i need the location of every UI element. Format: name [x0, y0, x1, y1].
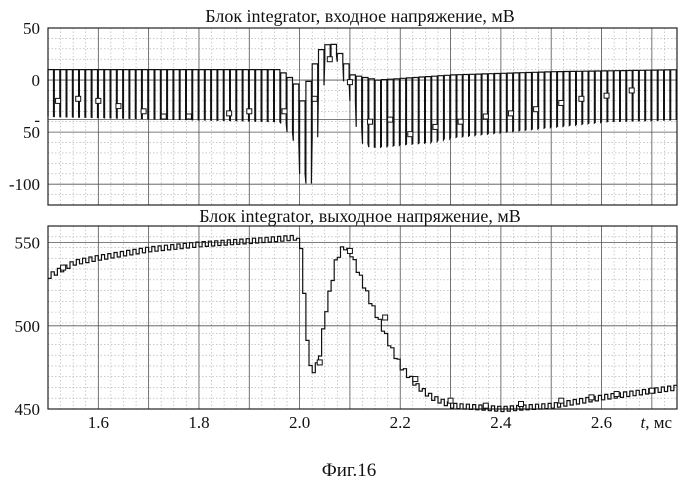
data-marker	[116, 104, 121, 109]
y-tick-label: 0	[32, 71, 41, 90]
y-tick-label: -100	[9, 175, 40, 194]
x-tick-label: 2.6	[591, 413, 612, 432]
data-marker	[282, 109, 287, 114]
x-tick-label: 2.0	[289, 413, 310, 432]
data-marker	[61, 265, 66, 270]
bottom-chart-title: Блок integrator, выходное напряжение, мВ	[199, 206, 521, 226]
top-chart-title: Блок integrator, входное напряжение, мВ	[205, 6, 515, 26]
data-marker	[559, 100, 564, 105]
data-marker	[508, 111, 513, 116]
x-tick-label: 1.6	[88, 413, 109, 432]
data-marker	[519, 402, 524, 407]
top-chart-panel: 500-50-100	[9, 19, 677, 205]
data-marker	[433, 124, 438, 129]
data-marker	[458, 119, 463, 124]
data-marker	[559, 398, 564, 403]
data-marker	[368, 119, 373, 124]
x-tick-label: 2.4	[490, 413, 512, 432]
data-marker	[227, 111, 232, 116]
data-marker	[141, 109, 146, 114]
y-tick-label: 500	[15, 317, 41, 336]
data-marker	[383, 315, 388, 320]
y-tick-label: 50	[23, 19, 40, 38]
data-marker	[589, 395, 594, 400]
data-marker	[317, 360, 322, 365]
data-marker	[347, 248, 352, 253]
data-marker	[56, 98, 61, 103]
data-marker	[483, 114, 488, 119]
data-marker	[347, 80, 352, 85]
y-tick-label: 550	[15, 234, 41, 253]
y-tick-label: 50	[23, 123, 40, 142]
data-marker	[388, 117, 393, 122]
data-marker	[614, 392, 619, 397]
data-marker	[186, 114, 191, 119]
x-tick-label: 2.2	[390, 413, 411, 432]
figure-caption: Фиг.16	[322, 460, 377, 481]
bottom-chart-panel: 550 500 450 1.6 1.8 2.0 2.2 2.4 2.6 t, мс	[15, 226, 678, 432]
x-tick-label: 1.8	[188, 413, 209, 432]
data-marker	[161, 114, 166, 119]
data-marker	[579, 96, 584, 101]
data-marker	[96, 98, 101, 103]
data-marker	[604, 93, 609, 98]
data-marker	[327, 57, 332, 62]
data-marker	[413, 377, 418, 382]
data-marker	[483, 403, 488, 408]
data-marker	[629, 88, 634, 93]
data-marker	[408, 132, 413, 137]
y-tick-label: 450	[15, 400, 41, 419]
data-marker	[649, 388, 654, 393]
data-marker	[448, 398, 453, 403]
data-marker	[312, 96, 317, 101]
data-marker	[247, 109, 252, 114]
data-marker	[76, 96, 81, 101]
x-axis-label: t, мс	[640, 413, 672, 432]
data-marker	[534, 107, 539, 112]
